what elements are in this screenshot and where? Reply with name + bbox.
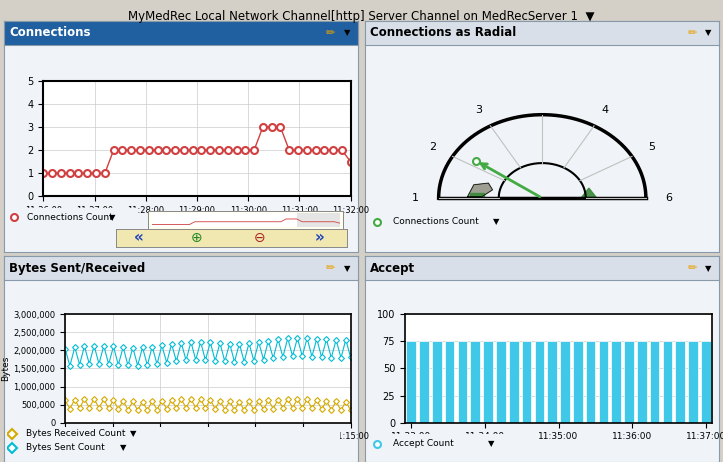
Bar bbox=[419, 341, 429, 423]
Bar bbox=[624, 341, 634, 423]
Y-axis label: Bytes: Bytes bbox=[1, 356, 10, 381]
Text: Bytes Sent Count: Bytes Sent Count bbox=[25, 443, 104, 452]
Bar bbox=[445, 341, 455, 423]
Bar bbox=[471, 341, 480, 423]
Text: 6: 6 bbox=[665, 193, 672, 203]
Text: ▼: ▼ bbox=[108, 213, 115, 222]
Text: 5: 5 bbox=[649, 142, 655, 152]
Polygon shape bbox=[468, 183, 492, 196]
Bar bbox=[599, 341, 608, 423]
Text: »: » bbox=[315, 231, 324, 245]
Bar bbox=[432, 341, 442, 423]
Text: 2: 2 bbox=[429, 142, 436, 152]
Text: Bytes Sent/Received: Bytes Sent/Received bbox=[9, 262, 145, 275]
Bar bbox=[458, 341, 467, 423]
Text: ▼: ▼ bbox=[120, 443, 127, 452]
Text: ▼: ▼ bbox=[493, 217, 500, 226]
Bar bbox=[297, 213, 340, 227]
Text: 4: 4 bbox=[602, 105, 609, 115]
Text: ✏: ✏ bbox=[326, 28, 335, 38]
Bar bbox=[675, 341, 685, 423]
Bar bbox=[688, 341, 698, 423]
Text: Connections Count: Connections Count bbox=[393, 217, 479, 226]
Text: «: « bbox=[134, 231, 144, 245]
Text: ✏: ✏ bbox=[326, 263, 335, 274]
Text: ✏: ✏ bbox=[688, 28, 697, 38]
Text: ▼: ▼ bbox=[488, 439, 495, 448]
Polygon shape bbox=[470, 193, 484, 197]
Text: ▼: ▼ bbox=[705, 28, 711, 37]
Bar bbox=[560, 341, 570, 423]
Bar bbox=[547, 341, 557, 423]
Bar bbox=[586, 341, 595, 423]
Text: ▼: ▼ bbox=[343, 264, 350, 273]
Text: MyMedRec Local Network Channel[http] Server Channel on MedRecServer 1  ▼: MyMedRec Local Network Channel[http] Ser… bbox=[128, 10, 595, 23]
Text: Accept Count: Accept Count bbox=[393, 439, 453, 448]
Bar bbox=[522, 341, 531, 423]
Bar bbox=[612, 341, 621, 423]
Bar bbox=[650, 341, 659, 423]
Text: ✏: ✏ bbox=[688, 263, 697, 274]
Bar bbox=[662, 341, 672, 423]
Bar bbox=[701, 341, 711, 423]
Bar bbox=[534, 341, 544, 423]
Text: ▼: ▼ bbox=[705, 264, 711, 273]
Polygon shape bbox=[581, 188, 596, 197]
Text: 3: 3 bbox=[476, 105, 482, 115]
Bar bbox=[483, 341, 493, 423]
Text: ⊖: ⊖ bbox=[253, 231, 265, 245]
Text: Bytes Received Count: Bytes Received Count bbox=[25, 429, 125, 438]
Text: ⊕: ⊕ bbox=[191, 231, 202, 245]
Text: ▼: ▼ bbox=[130, 429, 137, 438]
Text: 1: 1 bbox=[412, 193, 419, 203]
Bar bbox=[496, 341, 505, 423]
Bar bbox=[509, 341, 518, 423]
Text: Connections Count: Connections Count bbox=[27, 213, 113, 222]
Text: Connections: Connections bbox=[9, 26, 90, 39]
Text: ▼: ▼ bbox=[343, 28, 350, 37]
Text: Accept: Accept bbox=[370, 262, 416, 275]
Bar bbox=[406, 341, 416, 423]
Bar bbox=[573, 341, 583, 423]
Bar bbox=[637, 341, 646, 423]
Text: Connections as Radial: Connections as Radial bbox=[370, 26, 517, 39]
